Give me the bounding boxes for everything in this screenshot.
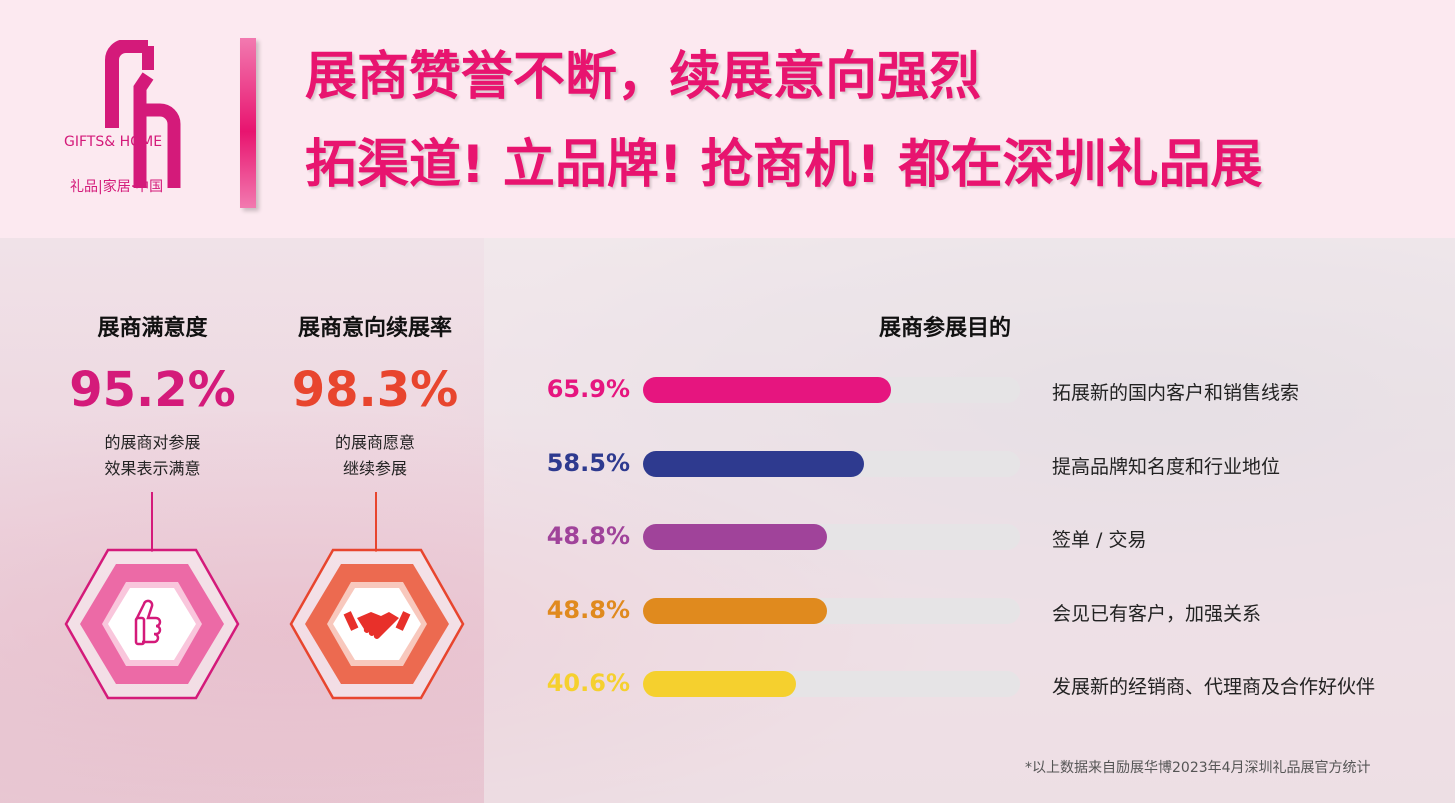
logo-text-cn: 礼品|家居·中国	[70, 179, 164, 195]
bar	[643, 524, 827, 550]
bar-track	[643, 450, 1020, 477]
bar-category-label: 签单 / 交易	[1052, 529, 1147, 551]
divider-bar	[240, 38, 256, 208]
stat-heading: 展商意向续展率	[297, 316, 452, 341]
bar-track	[643, 671, 1020, 697]
bar-category-label: 会见已有客户，加强关系	[1052, 602, 1262, 625]
background-photo	[0, 238, 1455, 803]
bar-category-label: 拓展新的国内客户和销售线索	[1052, 382, 1300, 404]
stat-desc: 的展商对参展 效果表示满意	[104, 433, 201, 478]
connector-line	[151, 492, 153, 552]
footnote: *以上数据来自励展华博2023年4月深圳礼品展官方统计	[1025, 760, 1371, 776]
bar	[643, 450, 864, 477]
title-line1: 展商赞誉不断，续展意向强烈	[305, 47, 982, 107]
stat-value: 95.2%	[69, 362, 236, 418]
logo-mark	[105, 40, 181, 188]
handshake-icon	[343, 611, 411, 639]
bar-category-label: 发展新的经销商、代理商及合作好伙伴	[1052, 676, 1376, 698]
handshake-hexagon	[289, 548, 465, 700]
bar-value-label: 65.9%	[546, 375, 630, 403]
bar	[643, 377, 892, 403]
connector-line	[375, 492, 377, 552]
chart-title: 展商参展目的	[878, 316, 1011, 341]
bar	[643, 671, 797, 697]
header-banner	[0, 0, 1455, 238]
title-line2: 拓渠道! 立品牌! 抢商机! 都在深圳礼品展	[305, 135, 1263, 195]
bar-track	[643, 597, 1020, 624]
bar-value-label: 48.8%	[546, 595, 630, 624]
bar-value-label: 40.6%	[546, 669, 630, 697]
thumbs-up-hexagon	[64, 548, 240, 700]
bar-category-label: 提高品牌知名度和行业地位	[1052, 455, 1281, 478]
bar-value-label: 48.8%	[546, 522, 630, 550]
bar-track	[643, 524, 1020, 550]
bar-value-label: 58.5%	[546, 448, 630, 477]
bar	[643, 597, 827, 624]
thumbs-up-icon	[134, 599, 162, 646]
bar-track	[643, 377, 1020, 403]
stat-value: 98.3%	[291, 362, 459, 418]
stat-desc: 的展商愿意 继续参展	[334, 433, 415, 478]
stat-heading: 展商满意度	[97, 316, 208, 341]
logo-text-en: GIFTS& HOME	[64, 134, 163, 150]
